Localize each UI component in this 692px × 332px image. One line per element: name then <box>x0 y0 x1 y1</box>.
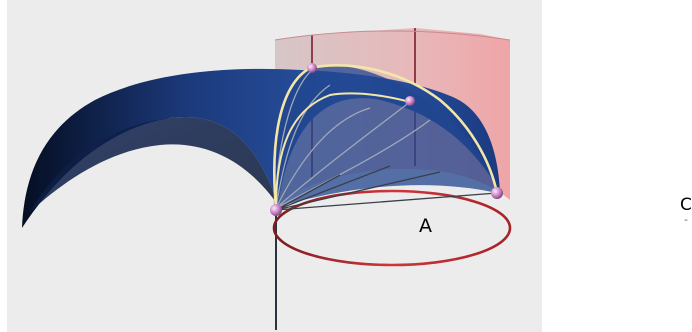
blue-surface-inner <box>30 116 278 212</box>
dome-surface <box>273 65 497 208</box>
label-a: A <box>419 215 432 237</box>
arc-outer <box>273 64 499 209</box>
arc-inner <box>275 92 411 209</box>
vertex-point <box>405 96 415 106</box>
base-circle <box>272 189 512 267</box>
vertex-point <box>307 63 317 73</box>
blue-surface <box>22 68 500 228</box>
label-c: C <box>680 197 692 214</box>
vertex-point <box>270 204 282 216</box>
vertex-point <box>491 187 503 199</box>
radial-lines <box>275 165 498 211</box>
label-c-dash: - <box>684 213 688 226</box>
cylinder-top-edge <box>274 30 511 41</box>
